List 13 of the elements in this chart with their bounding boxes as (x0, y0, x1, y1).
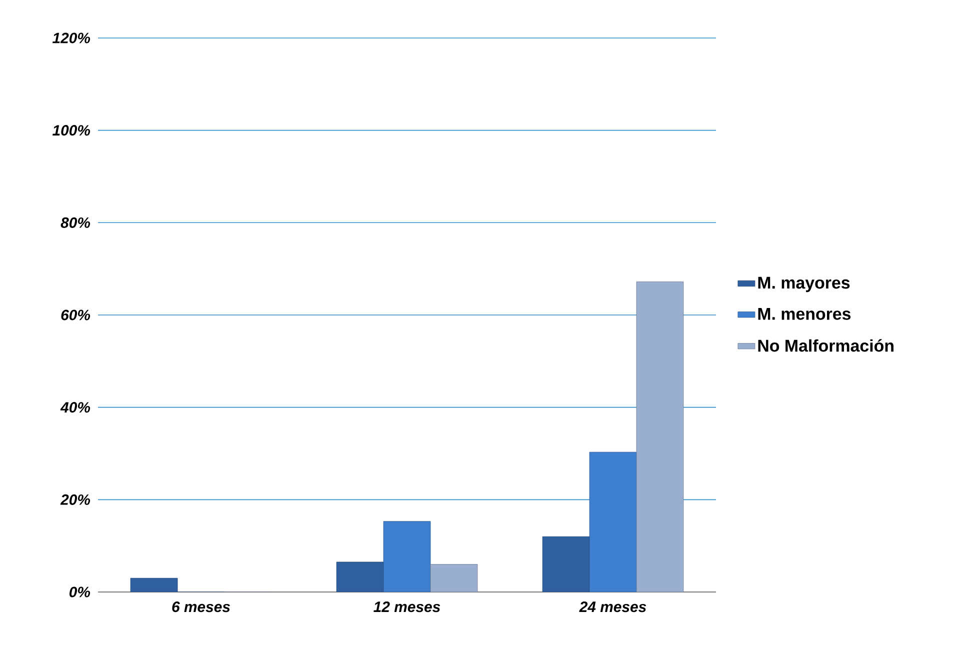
x-tick-label: 12 meses (374, 602, 440, 612)
x-tick-label: 6 meses (172, 602, 230, 612)
y-tick-label: 80% (60, 217, 90, 228)
legend-label: No Malformación (758, 339, 894, 352)
legend-label: M. menores (758, 308, 851, 320)
x-tick-label: 24 meses (579, 602, 646, 612)
y-tick-label: 60% (61, 310, 90, 320)
y-tick-label: 40% (60, 402, 90, 413)
y-tick-label: 120% (52, 32, 90, 44)
y-tick-label: 20% (60, 494, 90, 505)
y-tick-label: 100% (52, 125, 90, 136)
y-tick-label: 0% (70, 586, 90, 598)
legend-label: M. mayores (758, 276, 850, 292)
